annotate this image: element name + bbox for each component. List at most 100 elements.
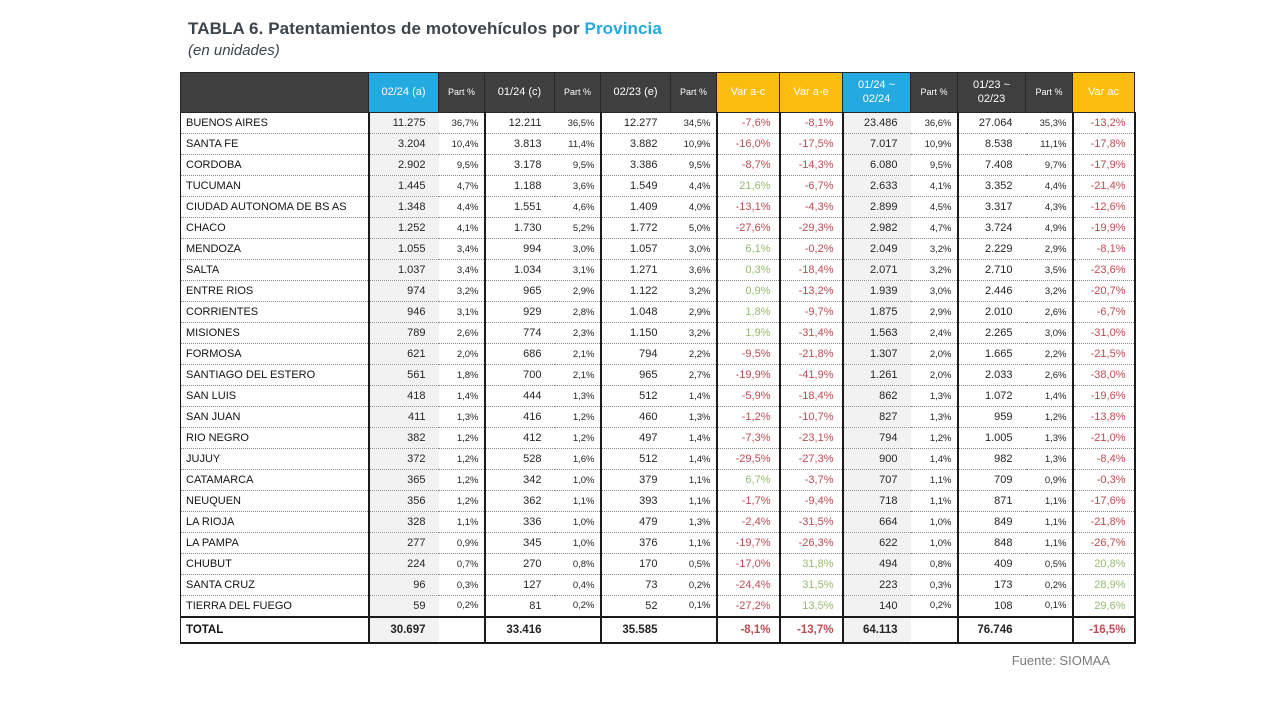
header-part-ytd-previous: Part % <box>1025 72 1073 113</box>
cell-y1p: 1,4% <box>910 448 958 470</box>
cell-name: TUCUMAN <box>180 175 369 197</box>
cell-a: 59 <box>367 595 439 617</box>
cell-ap: 1,8% <box>438 364 485 386</box>
cell-y1p: 0,3% <box>910 574 958 596</box>
cell-y2p: 0,5% <box>1025 553 1073 575</box>
cell-c: 1.551 <box>483 196 555 218</box>
cell-y2p: 2,9% <box>1025 238 1073 260</box>
registrations-by-province-table: 02/24 (a) Part % 01/24 (c) Part % 02/23 … <box>180 72 1136 644</box>
cell-y2p: 4,3% <box>1025 196 1073 218</box>
cell-y1: 2.071 <box>841 259 911 281</box>
cell-a: 365 <box>367 469 439 491</box>
table-row: SAN JUAN 411 1,3% 416 1,2% 460 1,3% -1,2% -10,7%… <box>180 406 1136 428</box>
cell-y2: 27.064 <box>956 112 1026 134</box>
cell-name: MISIONES <box>180 322 369 344</box>
cell-ap: 9,5% <box>438 154 485 176</box>
cell-y2: 2.446 <box>956 280 1026 302</box>
cell-v: -19,9% <box>1071 217 1136 239</box>
cell-a: 789 <box>367 322 439 344</box>
cell-e: 3.882 <box>599 133 671 155</box>
header-period-e: 02/23 (e) <box>600 72 671 113</box>
cell-y1: 1.307 <box>841 343 911 365</box>
table-row: SALTA 1.037 3,4% 1.034 3,1% 1.271 3,6% 0,3% -18,… <box>180 259 1136 281</box>
cell-ap: 4,1% <box>438 217 485 239</box>
cell-y1: 664 <box>841 511 911 533</box>
cell-c: 127 <box>483 574 555 596</box>
cell-y2: 849 <box>956 511 1026 533</box>
cell-y1p: 9,5% <box>910 154 958 176</box>
cell-y2p: 3,2% <box>1025 280 1073 302</box>
cell-v: -8,1% <box>1071 238 1136 260</box>
cell-c: 1.188 <box>483 175 555 197</box>
cell-a: 1.037 <box>367 259 439 281</box>
cell-vac: -27,6% <box>715 217 780 239</box>
cell-v: -31,0% <box>1071 322 1136 344</box>
cell-y1: 622 <box>841 532 911 554</box>
cell-cp: 1,6% <box>554 448 601 470</box>
cell-y2: 1.072 <box>956 385 1026 407</box>
cell-v: -8,4% <box>1071 448 1136 470</box>
cell-y2p: 1,1% <box>1025 490 1073 512</box>
cell-vac: -29,5% <box>715 448 780 470</box>
table-row: SANTA FE 3.204 10,4% 3.813 11,4% 3.882 10,9% -1… <box>180 133 1136 155</box>
cell-e: 12.277 <box>599 112 671 134</box>
cell-ep: 1,4% <box>670 448 717 470</box>
cell-cp: 9,5% <box>554 154 601 176</box>
cell-e: 512 <box>599 385 671 407</box>
cell-y1: 707 <box>841 469 911 491</box>
cell-a: 382 <box>367 427 439 449</box>
cell-ep: 1,3% <box>670 406 717 428</box>
cell-cp: 3,0% <box>554 238 601 260</box>
cell-e: 512 <box>599 448 671 470</box>
cell-ap <box>438 615 485 644</box>
cell-y2: 982 <box>956 448 1026 470</box>
cell-y2p: 4,9% <box>1025 217 1073 239</box>
cell-a: 328 <box>367 511 439 533</box>
cell-ap: 1,2% <box>438 427 485 449</box>
cell-vac: 6,1% <box>715 238 780 260</box>
table-title: TABLA 6. Patentamientos de motovehículos… <box>188 19 1280 39</box>
cell-e: 170 <box>599 553 671 575</box>
cell-y1p: 2,0% <box>910 364 958 386</box>
cell-y2p: 0,2% <box>1025 574 1073 596</box>
cell-vac: -27,2% <box>715 595 780 617</box>
table-title-text: TABLA 6. Patentamientos de motovehículos… <box>188 19 585 38</box>
cell-name: CIUDAD AUTONOMA DE BS AS <box>180 196 369 218</box>
cell-e: 1.150 <box>599 322 671 344</box>
cell-cp: 1,0% <box>554 511 601 533</box>
cell-vac: 0,9% <box>715 280 780 302</box>
cell-name: LA RIOJA <box>180 511 369 533</box>
cell-cp: 2,1% <box>554 343 601 365</box>
cell-y2p: 1,1% <box>1025 532 1073 554</box>
cell-vae: -31,5% <box>778 511 843 533</box>
cell-y1: 23.486 <box>841 112 911 134</box>
header-ytd-previous: 01/23 ~ 02/23 <box>957 72 1026 113</box>
cell-y1: 1.261 <box>841 364 911 386</box>
cell-ap: 0,2% <box>438 595 485 617</box>
cell-e: 460 <box>599 406 671 428</box>
header-period-c: 01/24 (c) <box>484 72 555 113</box>
cell-ep: 1,3% <box>670 511 717 533</box>
cell-e: 379 <box>599 469 671 491</box>
cell-ap: 2,0% <box>438 343 485 365</box>
cell-vac: -1,7% <box>715 490 780 512</box>
cell-y2p <box>1025 615 1073 644</box>
cell-vae: -6,7% <box>778 175 843 197</box>
cell-vae: -18,4% <box>778 259 843 281</box>
cell-y1: 7.017 <box>841 133 911 155</box>
cell-ep: 2,9% <box>670 301 717 323</box>
cell-ap: 2,6% <box>438 322 485 344</box>
cell-y2: 2.229 <box>956 238 1026 260</box>
cell-vac: -17,0% <box>715 553 780 575</box>
cell-cp: 2,9% <box>554 280 601 302</box>
cell-e: 52 <box>599 595 671 617</box>
cell-y1p: 1,1% <box>910 469 958 491</box>
cell-a: 561 <box>367 364 439 386</box>
cell-cp: 1,2% <box>554 427 601 449</box>
source-note: Fuente: SIOMAA <box>1011 652 1110 668</box>
cell-y1: 2.049 <box>841 238 911 260</box>
table-row: SANTIAGO DEL ESTERO 561 1,8% 700 2,1% 965 2,7%… <box>180 364 1136 386</box>
cell-c: 994 <box>483 238 555 260</box>
cell-cp: 1,0% <box>554 532 601 554</box>
cell-ep: 1,4% <box>670 385 717 407</box>
